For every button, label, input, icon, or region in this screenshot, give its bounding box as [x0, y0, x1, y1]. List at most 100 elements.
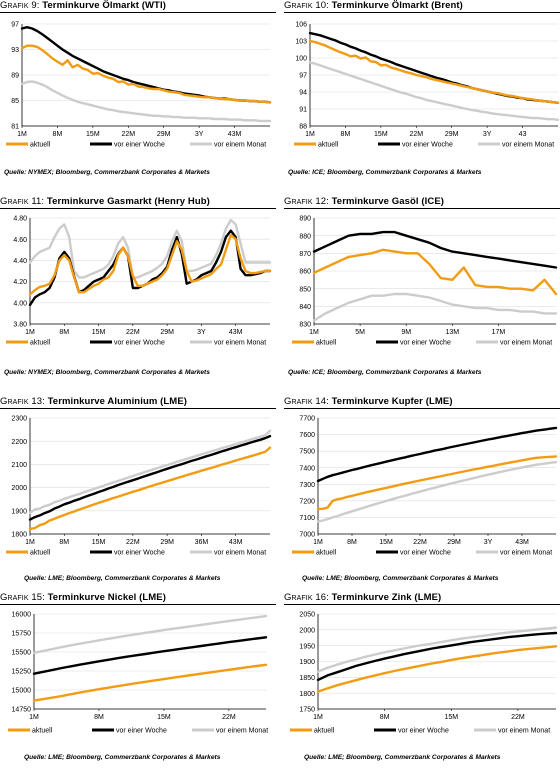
title-rule	[284, 604, 560, 605]
y-tick-label: 7600	[299, 432, 315, 439]
line-chart-wti: 81 85 89 93 97 1M 8M 15M 22M 29M 3Y 43M aktuell vor e…	[6, 22, 272, 149]
chart-source: Quelle: LME; Bloomberg, Commerzbank Corp…	[24, 575, 221, 582]
chart-source: Quelle: ICE; Bloomberg, Commerzbank Corp…	[288, 369, 482, 376]
legend-label-woche: vor einer Woche	[114, 142, 165, 149]
x-tick-label: 8M	[347, 539, 357, 546]
series-line-woche	[312, 230, 558, 269]
y-tick-label: 81	[11, 124, 19, 131]
chart-title: Grafik 14: Terminkurve Kupfer (LME)	[284, 396, 453, 407]
x-tick-label: 3Y	[484, 539, 493, 546]
x-tick-label: 1M	[313, 539, 323, 546]
x-tick-label: 3Y	[483, 131, 492, 138]
x-tick-label: 17M	[492, 329, 506, 336]
y-tick-label: 7700	[299, 416, 315, 423]
y-tick-label: 4.40	[13, 258, 27, 265]
legend-label-aktuell: aktuell	[30, 340, 51, 347]
x-tick-label: 29M	[160, 539, 174, 546]
y-tick-label: 91	[299, 107, 307, 114]
y-tick-label: 94	[299, 90, 307, 97]
x-tick-label: 8M	[380, 714, 390, 721]
panel-grafik-11: Grafik 11: Terminkurve Gasmarkt (Henry H…	[0, 196, 276, 384]
y-tick-label: 15750	[12, 631, 32, 638]
series-line-woche	[20, 25, 272, 104]
x-tick-label: 22M	[413, 539, 427, 546]
line-chart-aluminium: 1800 1900 2000 2100 2200 2300 1M 8M 15M 22M 29M 36M…	[6, 416, 272, 557]
x-tick-label: 1M	[25, 329, 35, 336]
series-line-aktuell	[20, 44, 272, 104]
x-tick-label: 3Y	[197, 329, 206, 336]
x-tick-label: 15M	[92, 329, 106, 336]
series-line-woche	[28, 434, 272, 521]
x-tick-label: 29M	[157, 131, 171, 138]
y-tick-label: 7400	[299, 465, 315, 472]
x-tick-label: 43M	[228, 131, 242, 138]
y-tick-label: 7100	[299, 515, 315, 522]
y-tick-label: 7500	[299, 449, 315, 456]
legend-label-monat: vor einem Monat	[214, 340, 266, 347]
x-tick-label: 29M	[447, 539, 461, 546]
x-tick-label: 29M	[160, 329, 174, 336]
y-tick-label: 100	[295, 56, 307, 63]
series-line-aktuell	[28, 233, 272, 296]
chart-title: Grafik 12: Terminkurve Gasöl (ICE)	[284, 196, 445, 207]
series-line-monat	[28, 429, 272, 514]
y-tick-label: 85	[11, 98, 19, 105]
chart-source: Quelle: LME; Bloomberg, Commerzbank Corp…	[304, 754, 501, 761]
chart-source: Quelle: NYMEX; Bloomberg, Commerzbank Co…	[4, 169, 210, 176]
line-chart-zink: 1750 1800 1850 1900 1950 2000 2050 1M 8M 15M 22M ak…	[290, 612, 558, 735]
y-tick-label: 1850	[299, 675, 315, 682]
legend-label-aktuell: aktuell	[316, 340, 337, 347]
line-chart-kupfer: 7000 7100 7200 7300 7400 7500 7600 7700 1M 8M 15M 2…	[292, 416, 558, 557]
x-tick-label: 1M	[25, 539, 35, 546]
y-tick-label: 4.00	[13, 300, 27, 307]
x-tick-label: 15M	[157, 714, 171, 721]
x-tick-label: 5M	[355, 329, 365, 336]
chart-title: Grafik 16: Terminkurve Zink (LME)	[284, 592, 442, 603]
y-tick-label: 2300	[11, 416, 27, 423]
line-chart-henry-hub: 3.80 4.00 4.20 4.40 4.60 4.80 1M 8M 15M 22M 29M 3Y 4…	[6, 216, 272, 347]
legend-label-woche: vor einer Woche	[116, 728, 167, 735]
y-tick-label: 4.20	[13, 279, 27, 286]
series-line-aktuell	[316, 645, 558, 693]
x-tick-label: 43M	[515, 539, 529, 546]
y-tick-label: 2100	[11, 462, 27, 469]
series-line-woche	[316, 426, 558, 483]
y-tick-label: 840	[299, 304, 311, 311]
x-tick-label: 15M	[374, 131, 388, 138]
legend-label-aktuell: aktuell	[32, 728, 53, 735]
x-tick-label: 3Y	[195, 131, 204, 138]
title-rule	[0, 208, 276, 209]
x-tick-label: 15M	[444, 714, 458, 721]
y-tick-label: 1800	[299, 691, 315, 698]
x-tick-label: 22M	[409, 131, 423, 138]
x-tick-label: 22M	[121, 131, 135, 138]
y-tick-label: 3.80	[13, 322, 27, 329]
x-tick-label: 1M	[17, 131, 27, 138]
legend-label-monat: vor einem Monat	[500, 550, 552, 557]
x-tick-label: 1M	[29, 714, 39, 721]
legend-label-aktuell: aktuell	[30, 142, 51, 149]
panel-grafik-13: Grafik 13: Terminkurve Aluminium (LME) 1…	[0, 396, 276, 584]
panel-grafik-12: Grafik 12: Terminkurve Gasöl (ICE) 830 84…	[284, 196, 560, 384]
x-tick-label: 1M	[309, 329, 319, 336]
legend-label-aktuell: aktuell	[314, 728, 335, 735]
x-tick-label: 8M	[94, 714, 104, 721]
title-rule	[284, 208, 560, 209]
y-tick-label: 16000	[12, 612, 32, 619]
x-tick-label: 15M	[86, 131, 100, 138]
y-tick-label: 880	[299, 233, 311, 240]
y-tick-label: 4.60	[13, 237, 27, 244]
y-tick-label: 88	[299, 124, 307, 131]
title-rule	[284, 12, 560, 13]
y-tick-label: 15250	[12, 669, 32, 676]
line-chart-nickel: 14750 15000 15250 15500 15750 16000 1M 8M 15M 22M…	[8, 612, 268, 735]
series-line-monat	[308, 61, 560, 122]
legend-label-monat: vor einem Monat	[214, 142, 266, 149]
series-line-woche	[316, 631, 558, 682]
line-chart-brent: 88 91 94 97 100 103 106 1M 8M 15M 22M 29M 3Y 43 aktuel…	[294, 22, 560, 149]
legend-label-monat: vor einem Monat	[502, 142, 554, 149]
y-tick-label: 870	[299, 251, 311, 258]
y-tick-label: 850	[299, 286, 311, 293]
y-tick-label: 7200	[299, 498, 315, 505]
line-chart-gasoil: 830 840 850 860 870 880 890 1M 5M 9M 13M 17M aktuell…	[292, 216, 558, 347]
